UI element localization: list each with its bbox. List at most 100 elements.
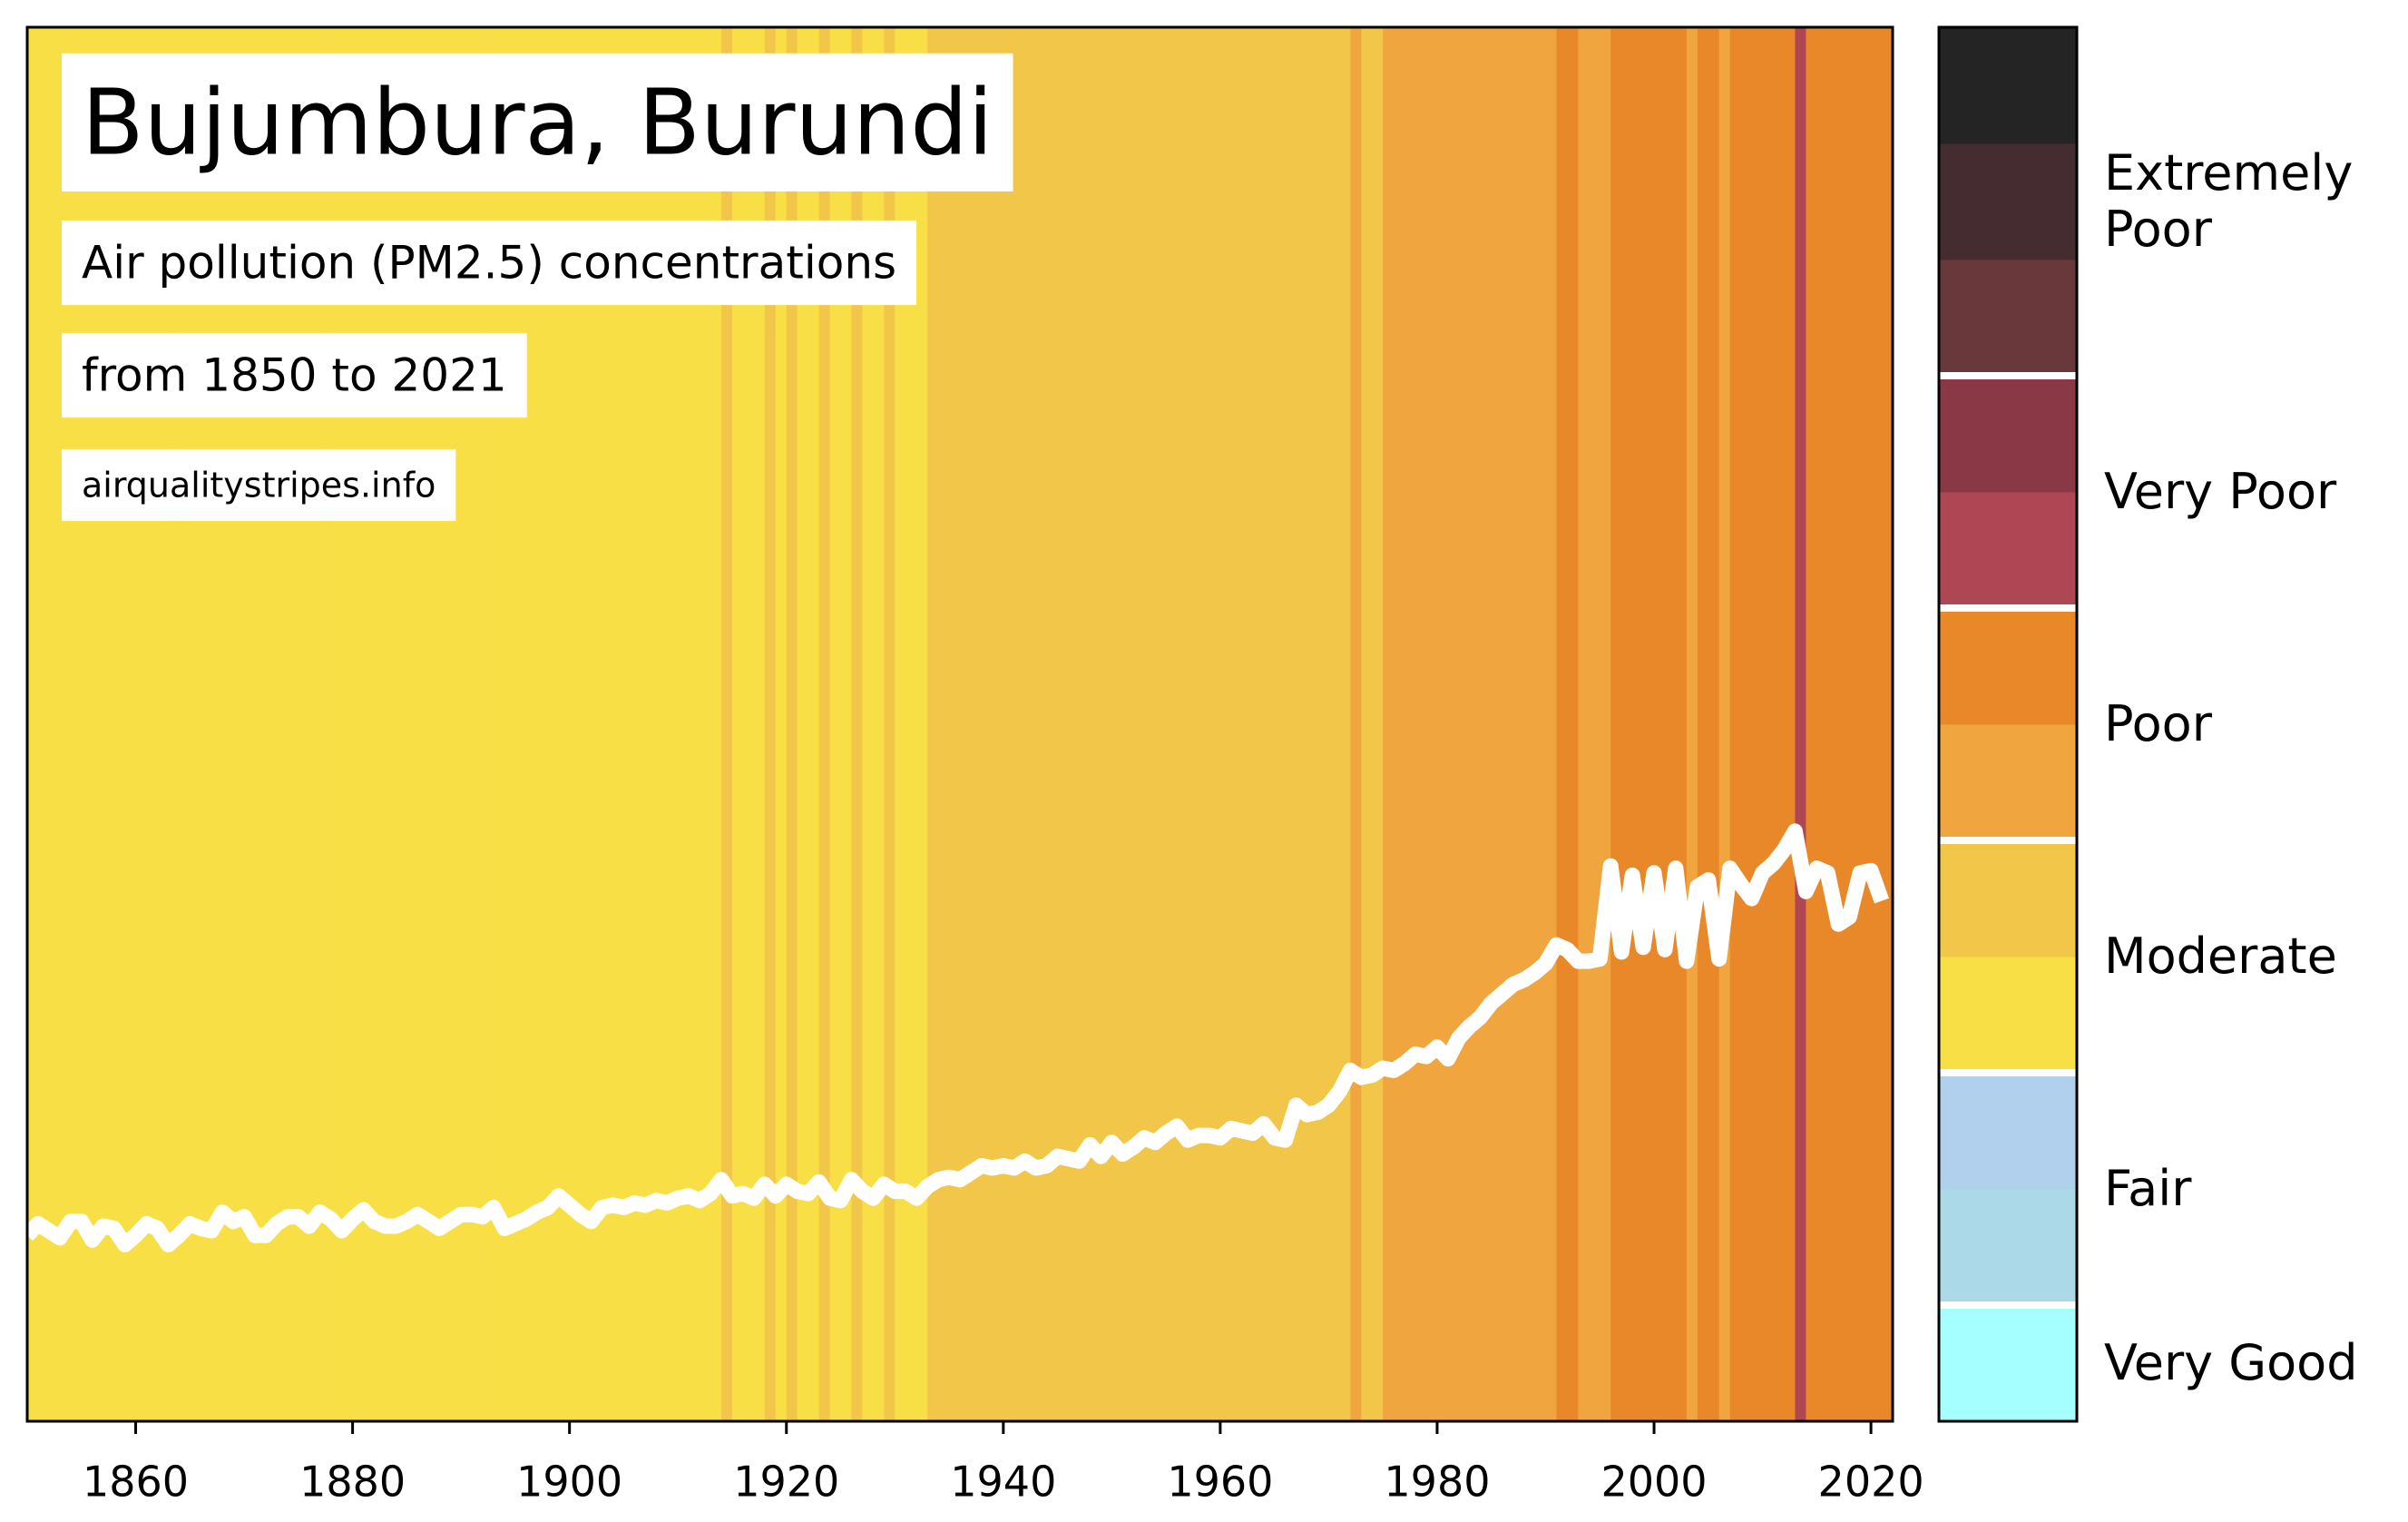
stripe: [48, 27, 61, 1421]
stripe: [873, 27, 885, 1421]
stripe: [1317, 27, 1330, 1421]
stripe: [1296, 27, 1308, 1421]
subtitle-box: [62, 220, 917, 306]
x-tick-label: 1860: [83, 1458, 189, 1507]
stripe: [1795, 27, 1806, 1421]
colorbar-band: [1939, 608, 2077, 725]
stripe: [1849, 27, 1861, 1421]
stripe: [1600, 27, 1611, 1421]
stripe: [1447, 27, 1460, 1421]
stripe: [1675, 27, 1688, 1421]
stripe: [1578, 27, 1590, 1421]
stripe: [1751, 27, 1764, 1421]
stripe: [829, 27, 842, 1421]
stripe: [1762, 27, 1775, 1421]
stripe: [1686, 27, 1698, 1421]
stripe: [1133, 27, 1145, 1421]
colorbar-band: [1939, 260, 2077, 377]
plot-frame: [25, 25, 1894, 1423]
stripe: [1654, 27, 1666, 1421]
x-tick-label: 1880: [299, 1458, 406, 1507]
stripe: [1534, 27, 1547, 1421]
x-tick-label: 1920: [733, 1458, 839, 1507]
stripe: [1469, 27, 1482, 1421]
x-tick-label: 1960: [1167, 1458, 1273, 1507]
stripe: [1372, 27, 1384, 1421]
stripe: [992, 27, 1004, 1421]
stripe: [786, 27, 798, 1421]
stripe: [612, 27, 625, 1421]
colorbar-frame: [1937, 25, 2079, 1423]
stripe: [1166, 27, 1178, 1421]
stripe: [1252, 27, 1265, 1421]
stripe: [1090, 27, 1101, 1421]
stripe: [1101, 27, 1112, 1421]
stripe: [547, 27, 560, 1421]
stripe: [764, 27, 777, 1421]
stripe: [1405, 27, 1416, 1421]
stripe: [1285, 27, 1297, 1421]
stripe: [1827, 27, 1839, 1421]
stripe: [1209, 27, 1221, 1421]
stripe: [1274, 27, 1287, 1421]
stripe: [645, 27, 657, 1421]
colorbar-band: [1939, 143, 2077, 260]
stripe: [1057, 27, 1070, 1421]
pm25-line: [27, 823, 1890, 1252]
stripe: [1198, 27, 1210, 1421]
stripe: [1241, 27, 1254, 1421]
stripe: [938, 27, 950, 1421]
stripe: [27, 27, 39, 1421]
stripe: [1512, 27, 1525, 1421]
stripe: [1589, 27, 1600, 1421]
chart-title: Bujumbura, Burundi: [82, 69, 994, 175]
colorbar-band: [1939, 27, 2077, 144]
stripe: [753, 27, 766, 1421]
stripe: [916, 27, 928, 1421]
source: airqualitystripes.info: [82, 466, 436, 506]
stripe: [536, 27, 549, 1421]
colorbar-band: [1939, 492, 2077, 609]
stripe: [862, 27, 874, 1421]
colorbar-band: [1939, 724, 2077, 841]
colorbar-band: [1939, 1073, 2077, 1190]
stripe: [1729, 27, 1742, 1421]
colorbar-band: [1939, 376, 2077, 493]
stripe: [721, 27, 733, 1421]
chart-title-box: [62, 53, 1013, 191]
stripe: [580, 27, 592, 1421]
stripe: [1394, 27, 1405, 1421]
stripe: [710, 27, 722, 1421]
legend-label: Extremely Poor: [2104, 144, 2354, 258]
x-tick-label: 1940: [950, 1458, 1056, 1507]
stripe: [1436, 27, 1449, 1421]
stripe: [808, 27, 820, 1421]
stripe: [1643, 27, 1655, 1421]
stripe: [1556, 27, 1568, 1421]
x-tick-label: 1900: [516, 1458, 622, 1507]
stripe: [1263, 27, 1276, 1421]
stripe: [1122, 27, 1134, 1421]
colorbar-band: [1939, 957, 2077, 1074]
stripe: [1230, 27, 1243, 1421]
stripe: [1838, 27, 1850, 1421]
stripe: [1024, 27, 1037, 1421]
legend-label: Poor: [2104, 695, 2212, 752]
x-tick-label: 1980: [1384, 1458, 1490, 1507]
stripe: [602, 27, 614, 1421]
stripe: [1177, 27, 1189, 1421]
stripe: [1068, 27, 1081, 1421]
stripe: [1013, 27, 1026, 1421]
source-box: [62, 448, 456, 522]
stripe: [1806, 27, 1817, 1421]
stripe: [1784, 27, 1796, 1421]
stripe: [525, 27, 538, 1421]
stripe: [960, 27, 972, 1421]
stripe: [1491, 27, 1503, 1421]
period-box: [62, 332, 527, 418]
stripe: [1567, 27, 1579, 1421]
stripe: [1328, 27, 1340, 1421]
x-tick-label: 2000: [1600, 1458, 1707, 1507]
